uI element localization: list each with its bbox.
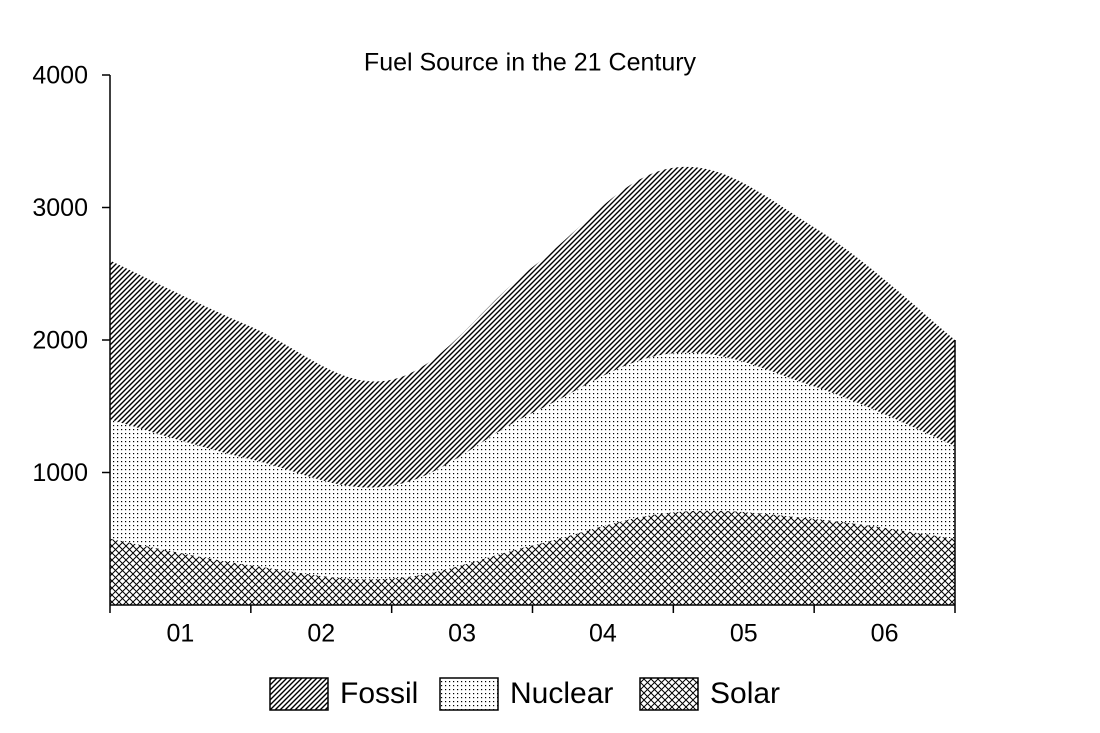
area [110, 166, 955, 488]
x-tick-label: 04 [589, 620, 617, 648]
chart-title: Fuel Source in the 21 Century [364, 49, 697, 77]
area [110, 510, 955, 605]
x-tick-label: 02 [307, 620, 335, 648]
legend-swatch [269, 677, 329, 711]
legend-swatch [439, 677, 499, 711]
y-tick-label: 3000 [32, 194, 88, 222]
legend-label: Nuclear [510, 677, 613, 710]
y-tick-label: 1000 [32, 459, 88, 487]
legend-label: Solar [710, 677, 780, 710]
y-tick-label: 4000 [32, 62, 88, 90]
x-tick-label: 01 [167, 620, 195, 648]
area [110, 352, 955, 580]
legend-label: Fossil [340, 677, 418, 710]
x-tick-label: 06 [871, 620, 899, 648]
x-tick-label: 05 [730, 620, 758, 648]
legend-swatch [639, 677, 699, 711]
x-tick-label: 03 [448, 620, 476, 648]
y-tick-label: 2000 [32, 327, 88, 355]
